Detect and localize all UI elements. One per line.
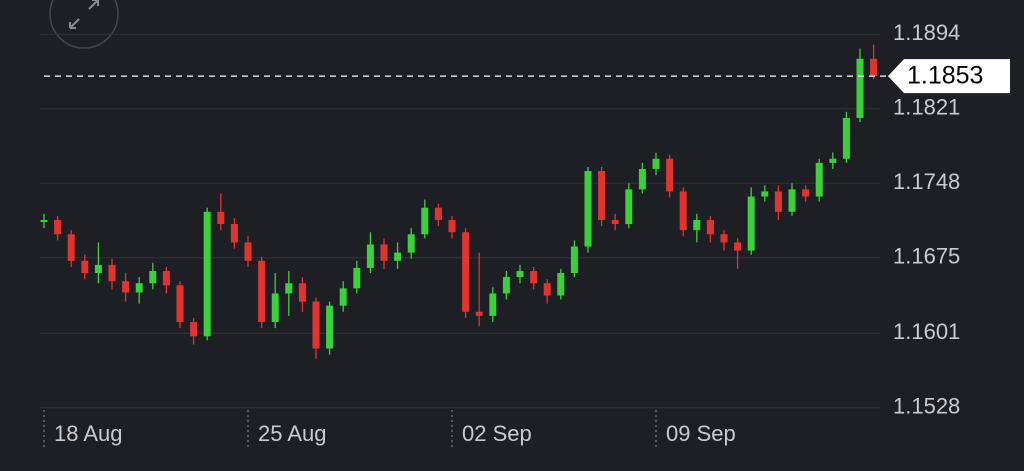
candle-body: [679, 191, 687, 231]
candle-body: [856, 58, 864, 118]
x-tick-label: 25 Aug: [258, 421, 327, 446]
candle-body: [475, 311, 483, 316]
candle-body: [842, 117, 850, 159]
candle-body: [298, 283, 306, 302]
candle-body: [652, 158, 660, 169]
x-tick-label: 18 Aug: [54, 421, 123, 446]
candle-body: [530, 270, 538, 284]
candle-body: [203, 211, 211, 337]
y-tick-label: 1.1748: [893, 169, 960, 194]
candle-body: [54, 219, 62, 235]
candle-body: [380, 244, 388, 261]
candle-body: [162, 270, 170, 286]
candle-body: [244, 242, 252, 261]
candle-body: [570, 246, 578, 274]
candle-body: [693, 219, 701, 231]
candle-body: [734, 242, 742, 251]
x-tick-label: 09 Sep: [666, 421, 736, 446]
candle-body: [788, 189, 796, 212]
candle-body: [761, 191, 769, 197]
candle-body: [502, 277, 510, 294]
candle-body: [339, 288, 347, 306]
candle-body: [625, 189, 633, 225]
candle-body: [516, 270, 524, 278]
candle-body: [747, 196, 755, 251]
candle-body: [366, 244, 374, 268]
candle-body: [666, 158, 674, 192]
candle-body: [774, 191, 782, 212]
candle-body: [67, 234, 75, 261]
candle-body: [149, 270, 157, 284]
expand-button[interactable]: [49, 0, 119, 49]
candle-body: [135, 283, 143, 293]
candle-body: [448, 219, 456, 233]
candle-body: [584, 171, 592, 247]
candle-body: [870, 58, 878, 77]
candle-body: [706, 219, 714, 235]
candle-body: [598, 171, 606, 220]
y-tick-label: 1.1894: [893, 20, 960, 45]
y-tick-label: 1.1528: [893, 394, 960, 419]
candle-body: [40, 219, 48, 223]
candle-body: [94, 264, 102, 274]
candle-body: [557, 273, 565, 296]
candle-body: [108, 264, 116, 282]
candle-body: [802, 189, 810, 197]
candle-body: [122, 281, 130, 293]
candle-body: [353, 267, 361, 289]
candle-body: [407, 234, 415, 253]
candle-body: [230, 224, 238, 243]
expand-icon: [69, 0, 99, 29]
candle-body: [394, 252, 402, 261]
last-price-label: 1.1853: [907, 62, 983, 90]
candle-body: [638, 168, 646, 190]
candle-body: [217, 211, 225, 225]
candle-body: [421, 207, 429, 235]
candle-body: [312, 301, 320, 349]
candle-body: [829, 158, 837, 163]
y-tick-label: 1.1601: [893, 319, 960, 344]
candle-body: [489, 293, 497, 316]
candle-body: [611, 219, 619, 225]
candle-body: [720, 234, 728, 243]
candle-body: [190, 322, 198, 337]
candle-body: [285, 283, 293, 294]
candle-body: [434, 207, 442, 220]
candle-body: [271, 293, 279, 323]
candle-body: [176, 285, 184, 323]
last-price-tag: [888, 59, 1010, 94]
candle-body: [462, 232, 470, 312]
candle-body: [81, 260, 89, 274]
candle-body: [543, 283, 551, 296]
y-tick-label: 1.1821: [893, 95, 960, 120]
candle-body: [326, 305, 334, 349]
candle-body: [815, 162, 823, 197]
y-tick-label: 1.1675: [893, 244, 960, 269]
x-tick-label: 02 Sep: [462, 421, 532, 446]
candle-body: [258, 260, 266, 323]
expand-circle: [49, 0, 119, 49]
